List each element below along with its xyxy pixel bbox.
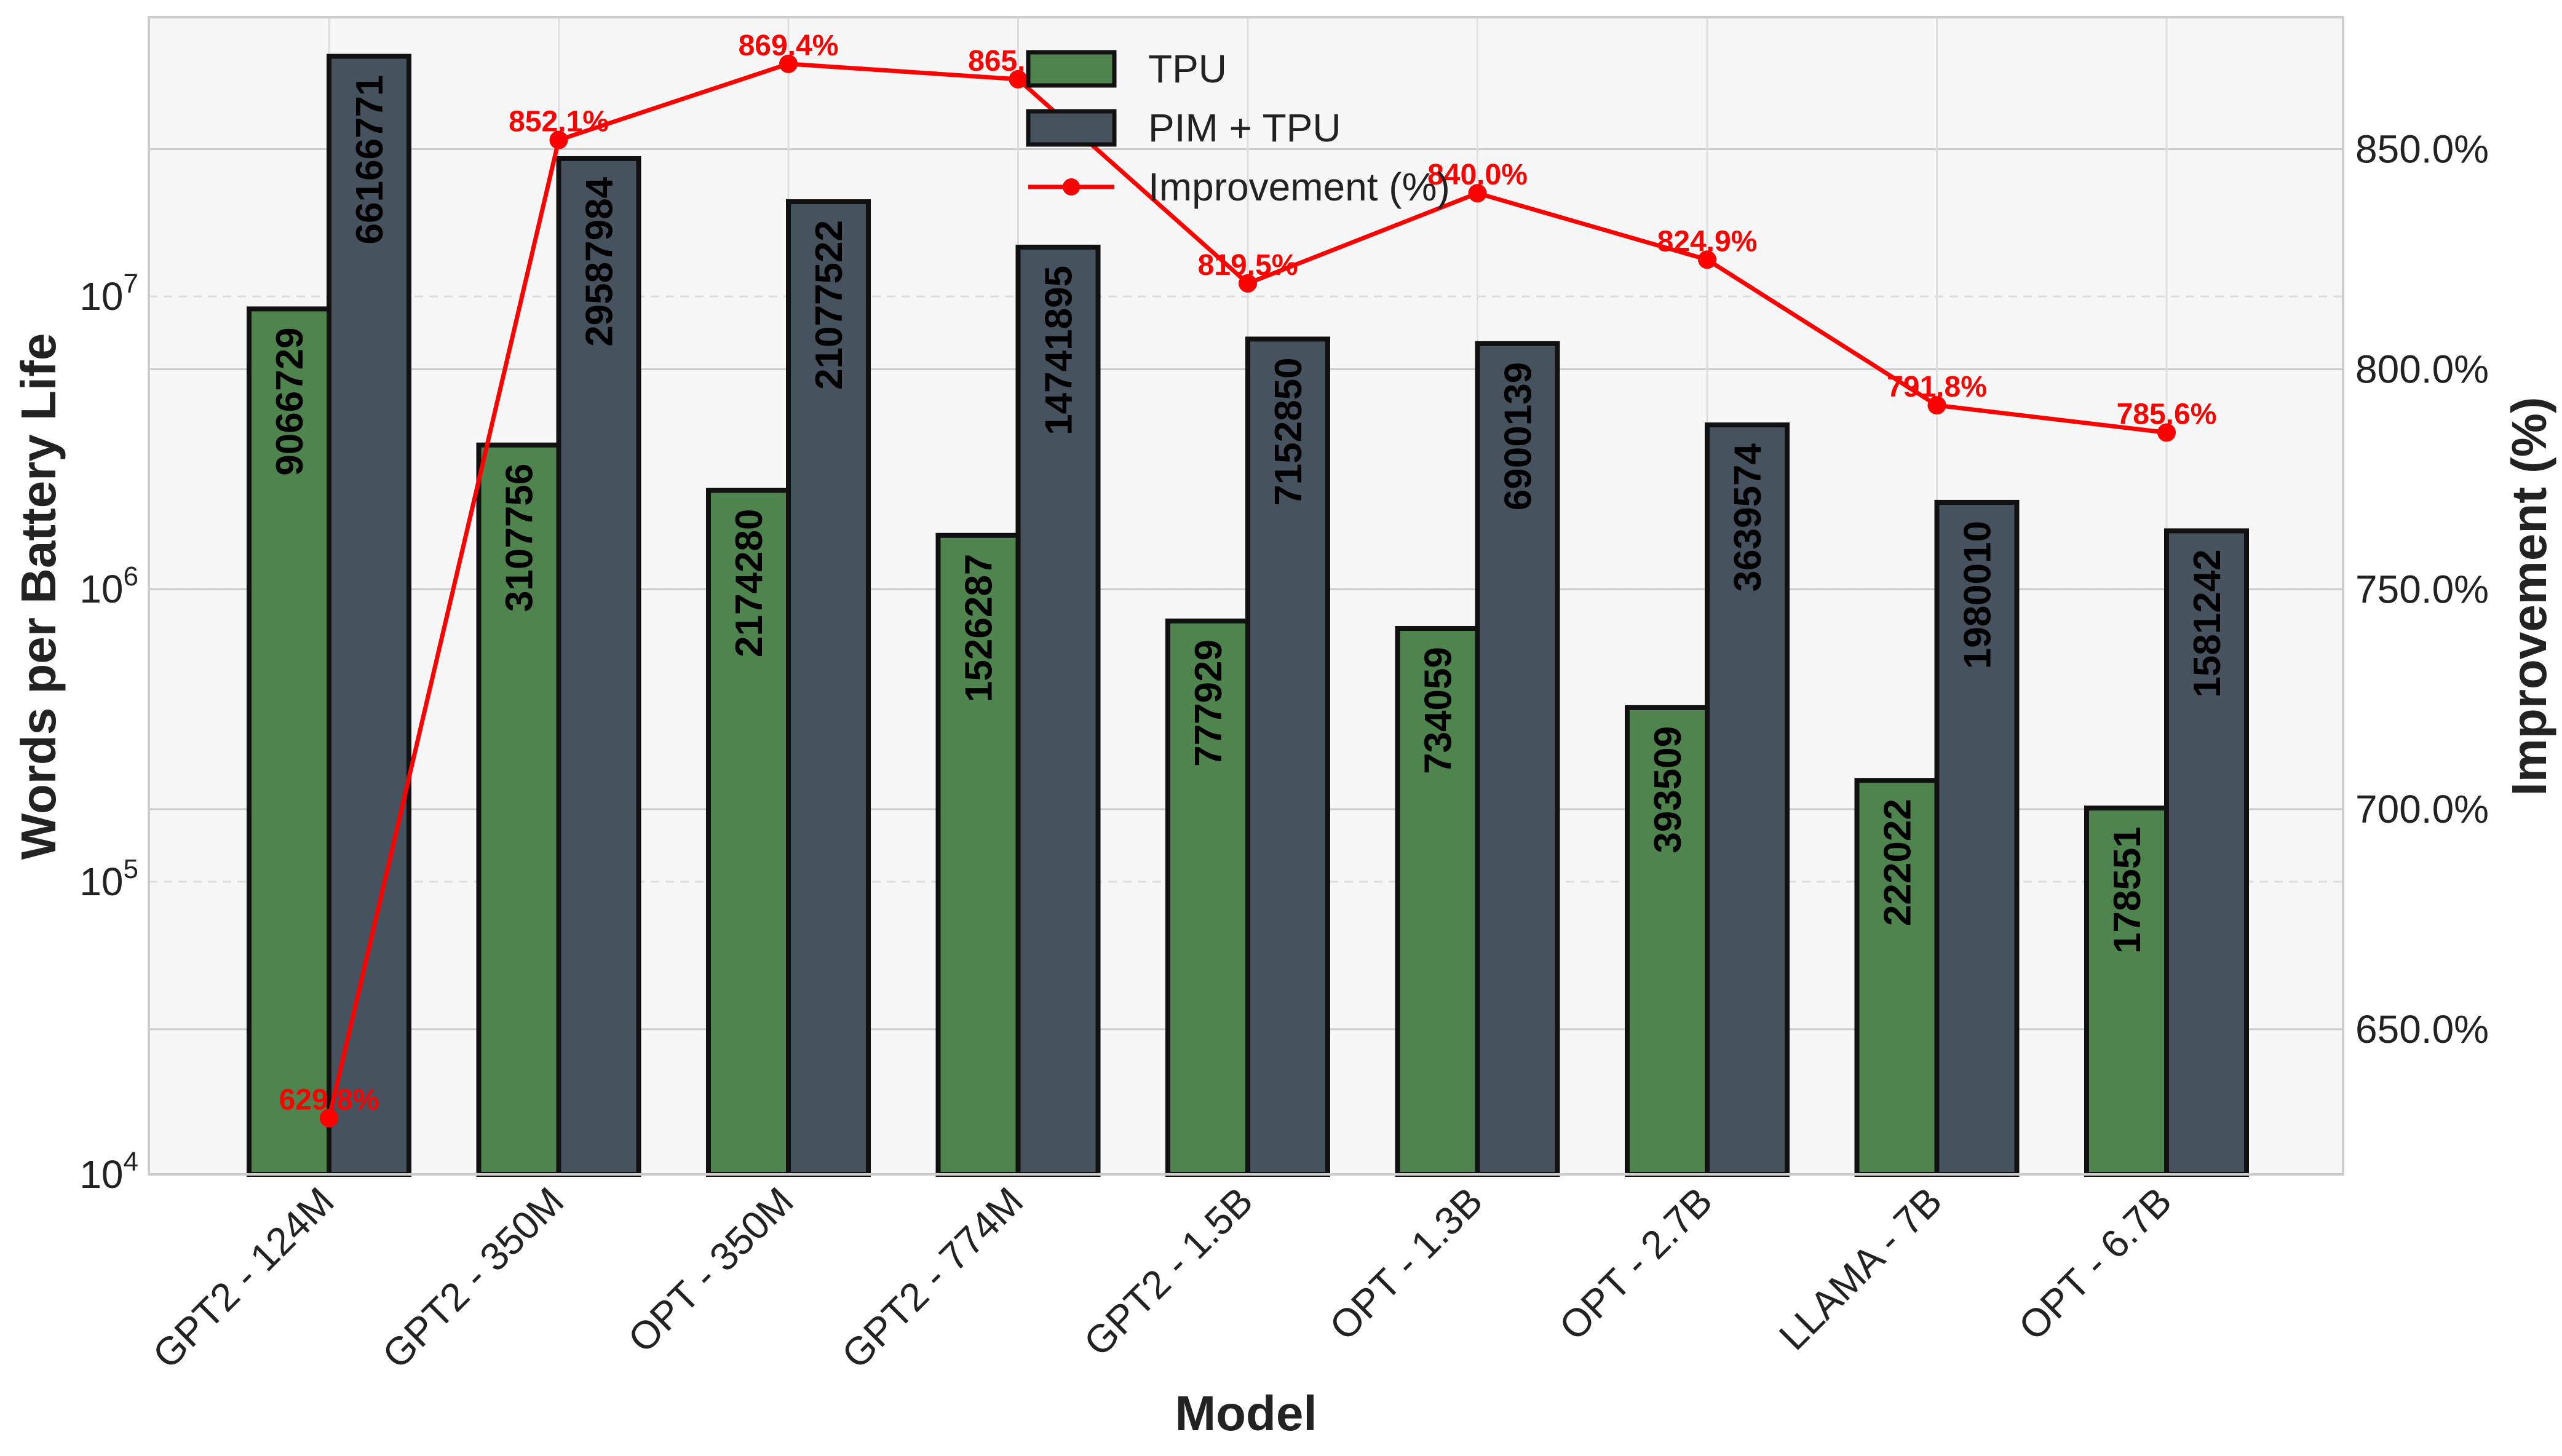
y2-axis-title: Improvement (%) (2502, 397, 2556, 796)
bar-value-label: 393509 (1647, 726, 1689, 853)
improvement-point (1009, 69, 1028, 89)
bar-pim-tpu (786, 199, 871, 1177)
bar-tpu (1625, 705, 1710, 1177)
legend-swatch-improvement-marker (1063, 178, 1080, 196)
bar-value-label: 14741895 (1038, 266, 1081, 435)
bar-value-label: 734059 (1418, 647, 1460, 774)
improvement-label: 852.1% (509, 106, 609, 138)
y-tick-label: 106 (79, 561, 138, 611)
bar-pim-tpu (2164, 528, 2249, 1177)
bar-value-label: 777929 (1188, 639, 1230, 767)
improvement-label: 819.5% (1198, 249, 1298, 282)
bar-value-label: 66166771 (349, 75, 391, 245)
right-y-axis: 650.0% 700.0% 750.0% 800.0% 850.0% (2355, 127, 2489, 1051)
bars (247, 53, 2249, 1177)
left-y-axis: 104 105 106 107 (79, 269, 138, 1197)
y2-tick-label: 850.0% (2355, 127, 2489, 172)
bar-value-label: 3639574 (1727, 443, 1769, 592)
bar-value-label: 9066729 (269, 327, 311, 475)
x-tick-label: OPT - 2.7B (1550, 1179, 1720, 1348)
improvement-point (1927, 396, 1946, 415)
bar-value-label: 1980010 (1957, 521, 1999, 669)
y-axis-title: Words per Battery Life (11, 333, 66, 860)
y-tick-label: 105 (79, 854, 138, 904)
bar-value-label: 1581242 (2186, 549, 2229, 697)
bar-pim-tpu (1475, 341, 1560, 1177)
bar-value-label: 3107756 (499, 464, 541, 612)
improvement-label: 869.4% (739, 30, 839, 62)
legend: TPU PIM + TPU Improvement (%) (1026, 47, 1450, 209)
x-axis: GPT2 - 124M GPT2 - 350M OPT - 350M GPT2 - 7… (144, 1179, 2180, 1377)
x-tick-label: OPT - 1.3B (1321, 1179, 1491, 1348)
improvement-point (549, 130, 568, 149)
x-tick-label: OPT - 6.7B (2010, 1179, 2179, 1348)
legend-label-tpu: TPU (1148, 47, 1227, 91)
axes-frame (148, 16, 2344, 1176)
bar-pim-tpu (327, 53, 411, 1177)
legend-label-improvement: Improvement (%) (1148, 165, 1450, 209)
bar-value-label: 178551 (2106, 826, 2149, 954)
bar-value-label: 2174280 (728, 509, 771, 657)
bar-value-label: 7152850 (1267, 357, 1310, 505)
legend-swatch-tpu (1026, 50, 1117, 88)
x-tick-label: GPT2 - 124M (144, 1179, 343, 1377)
improvement-label: 629.8% (279, 1083, 379, 1116)
y-tick-label: 107 (79, 269, 138, 318)
y2-tick-label: 650.0% (2355, 1007, 2489, 1051)
y-tick-label: 104 (79, 1147, 138, 1197)
x-tick-label: GPT2 - 774M (833, 1179, 1032, 1377)
bar-value-label: 1526287 (958, 554, 1001, 702)
bar-pim-tpu (556, 156, 641, 1177)
bar-pim-tpu (1015, 244, 1101, 1177)
bar-value-labels: 9066729 66166771 3107756 29587984 2174280 210… (269, 75, 2229, 954)
legend-swatch-pim-tpu (1026, 109, 1117, 147)
x-tick-label: LLAMA - 7B (1771, 1179, 1950, 1358)
y2-tick-label: 750.0% (2355, 567, 2489, 611)
x-tick-label: GPT2 - 1.5B (1075, 1179, 1261, 1364)
bar-value-label: 222022 (1877, 799, 1919, 926)
x-axis-title: Model (1175, 1386, 1317, 1441)
improvement-point (320, 1109, 338, 1128)
bar-pim-tpu (1934, 499, 2020, 1177)
plot-frame (148, 16, 2344, 1176)
improvement-point (1698, 250, 1716, 269)
y2-tick-label: 800.0% (2355, 347, 2489, 391)
improvement-label: 840.0% (1427, 159, 1528, 191)
x-tick-label: GPT2 - 350M (374, 1179, 573, 1377)
bar-tpu (2084, 805, 2169, 1177)
x-tick-label: OPT - 350M (619, 1179, 802, 1361)
improvement-label: 791.8% (1887, 371, 1987, 403)
improvement-point (1468, 184, 1487, 203)
bar-value-label: 21077522 (808, 220, 851, 390)
bar-value-label: 29587984 (579, 176, 621, 346)
improvement-point (779, 54, 798, 73)
bar-value-label: 6900139 (1497, 362, 1540, 510)
bar-pim-tpu (1245, 336, 1330, 1177)
improvement-label: 824.9% (1657, 225, 1758, 258)
improvement-label: 785.6% (2117, 398, 2217, 431)
legend-label-pim-tpu: PIM + TPU (1148, 106, 1341, 150)
improvement-point (1239, 274, 1257, 293)
bar-tpu (1854, 778, 1940, 1177)
y2-tick-label: 700.0% (2355, 787, 2489, 831)
improvement-point (2157, 423, 2176, 442)
bar-pim-tpu (1705, 422, 1790, 1177)
